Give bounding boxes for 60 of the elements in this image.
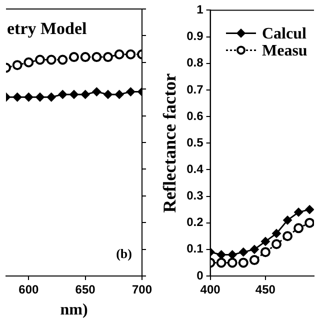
point bbox=[12, 92, 22, 102]
point bbox=[272, 228, 281, 238]
point bbox=[24, 92, 34, 102]
point bbox=[35, 54, 45, 65]
point bbox=[126, 87, 136, 96]
point bbox=[227, 258, 238, 268]
point bbox=[92, 52, 102, 62]
point bbox=[216, 258, 226, 268]
point bbox=[283, 216, 292, 225]
point bbox=[294, 208, 304, 217]
y-tick-label: 0.6 bbox=[186, 108, 204, 123]
y-tick-label: 1 bbox=[196, 2, 204, 17]
point bbox=[80, 52, 90, 62]
annotation: (b) bbox=[116, 246, 132, 261]
x-axis-title: nm) bbox=[60, 302, 88, 319]
point bbox=[46, 54, 56, 65]
point bbox=[36, 92, 44, 102]
x-tick-label: 650 bbox=[75, 282, 96, 297]
point bbox=[249, 255, 260, 266]
point bbox=[114, 90, 124, 99]
y-tick-label: 0.8 bbox=[186, 56, 204, 70]
point bbox=[250, 244, 259, 254]
y-tick-label: 0 bbox=[196, 268, 204, 282]
point bbox=[260, 247, 270, 258]
point bbox=[80, 90, 90, 99]
point bbox=[271, 239, 282, 250]
point bbox=[12, 60, 22, 70]
x-tick-label: 450 bbox=[255, 282, 276, 297]
point bbox=[238, 258, 248, 268]
legend-label: Measu bbox=[262, 42, 308, 60]
y-axis-title: Reflectance factor bbox=[159, 73, 180, 213]
point bbox=[58, 54, 68, 65]
point bbox=[92, 87, 102, 96]
point bbox=[46, 92, 56, 102]
y-tick-label: 0.3 bbox=[186, 188, 204, 203]
y-tick-label: 0.7 bbox=[186, 82, 204, 96]
point bbox=[126, 49, 136, 60]
x-tick-label: 700 bbox=[132, 282, 152, 297]
point bbox=[282, 231, 293, 242]
y-tick-label: 0.1 bbox=[186, 242, 204, 256]
point bbox=[68, 52, 79, 62]
x-tick-label: 400 bbox=[200, 282, 221, 297]
point bbox=[305, 205, 314, 214]
point bbox=[102, 52, 113, 62]
x-tick-label: 600 bbox=[18, 282, 39, 297]
point bbox=[24, 57, 34, 68]
point bbox=[69, 90, 78, 99]
y-tick-label: 0.4 bbox=[186, 162, 204, 176]
point bbox=[103, 90, 112, 99]
text: etry Model bbox=[7, 19, 88, 38]
point bbox=[294, 223, 304, 234]
y-tick-label: 0.9 bbox=[186, 29, 204, 44]
point bbox=[114, 49, 124, 60]
y-tick-label: 0.2 bbox=[186, 215, 204, 230]
y-tick-label: 0.5 bbox=[186, 135, 204, 150]
point bbox=[304, 218, 314, 228]
point bbox=[260, 236, 270, 246]
point bbox=[58, 90, 68, 99]
point bbox=[238, 248, 248, 257]
legend-label: Calcul bbox=[262, 25, 307, 42]
